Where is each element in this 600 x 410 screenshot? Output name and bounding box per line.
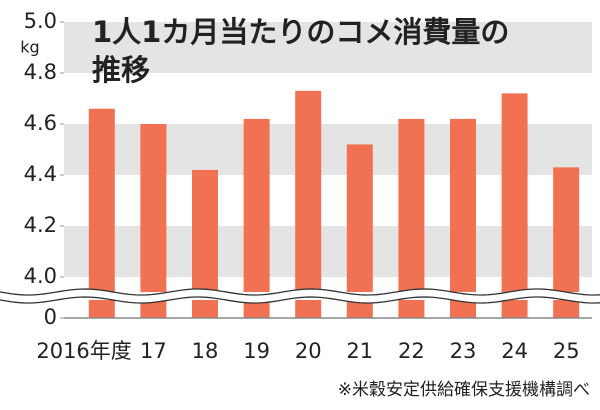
bar (295, 90, 322, 318)
y-tick-label: 5.0 (24, 9, 57, 33)
x-tick-label: 20 (295, 339, 322, 363)
x-tick-label: 17 (140, 339, 167, 363)
axis-break-line (0, 288, 600, 296)
y-tick-label: 0 (44, 305, 57, 329)
chart-title: 推移 (92, 53, 150, 87)
x-tick-label: 18 (192, 339, 219, 363)
x-tick-label: 22 (398, 339, 425, 363)
x-tick-label: 25 (553, 339, 580, 363)
source: ※米穀安定供給確保支援機構調べ (338, 380, 590, 400)
x-tick-label: 24 (501, 339, 528, 363)
bar (398, 118, 425, 319)
x-tick-label: 19 (243, 339, 270, 363)
y-tick-label: 4.4 (24, 162, 57, 186)
axis-break-gap (0, 288, 600, 304)
grid-band (64, 22, 592, 73)
y-unit: kg (20, 38, 39, 57)
bar (346, 144, 373, 318)
y-tick-label: 4.8 (24, 60, 57, 84)
axis-break-line (0, 296, 600, 304)
bar (140, 124, 167, 318)
bar (88, 108, 115, 318)
y-tick-label: 4.6 (24, 111, 57, 135)
x-tick-label: 21 (346, 339, 373, 363)
x-tick-label: 2016年度 (36, 339, 131, 363)
x-tick-label: 23 (450, 339, 477, 363)
chart-title: 1人1カ月当たりのコメ消費量の (92, 15, 509, 49)
bar (450, 118, 476, 319)
y-tick-label: 4.2 (24, 213, 57, 237)
bar (501, 93, 528, 319)
bar (243, 118, 270, 319)
y-tick-label: 4.0 (24, 264, 57, 288)
